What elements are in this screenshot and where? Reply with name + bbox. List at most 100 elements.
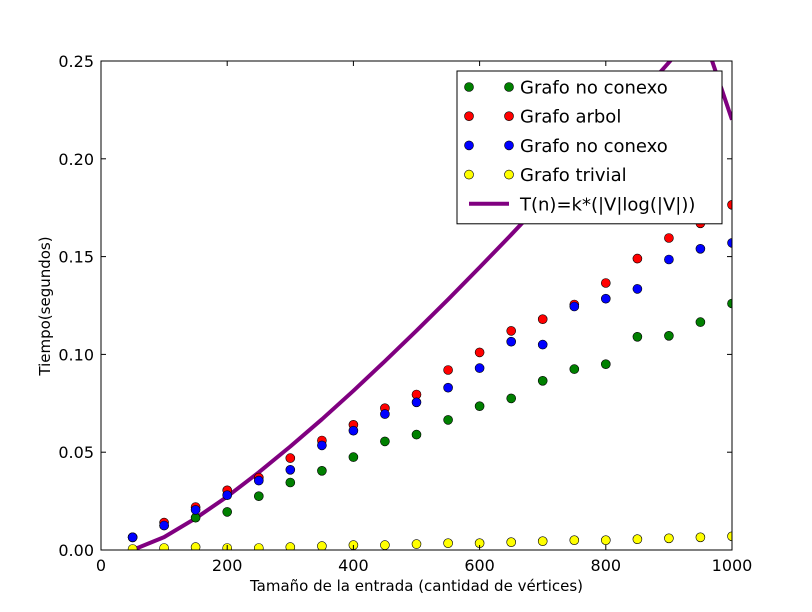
y-tick-label: 0.15: [58, 248, 94, 267]
data-point: [474, 401, 485, 412]
data-point: [664, 254, 674, 265]
legend-marker: [504, 111, 514, 121]
data-point: [411, 429, 422, 440]
legend-label: Grafo trivial: [520, 165, 627, 186]
y-axis-title: Tiempo(segundos): [36, 236, 54, 376]
data-point: [600, 293, 611, 304]
data-point: [664, 330, 674, 341]
data-point: [443, 538, 453, 549]
data-point: [285, 542, 296, 550]
legend-entry: Grafo trivial: [464, 165, 627, 186]
data-point: [506, 393, 517, 404]
x-tick-label: 200: [212, 556, 243, 575]
x-tick-label: 1000: [712, 556, 753, 575]
legend-entry: T(n)=k*(|V|log(|V|)): [469, 194, 695, 215]
legend-label: T(n)=k*(|V|log(|V|)): [519, 194, 695, 215]
data-point: [285, 453, 296, 463]
data-point: [537, 375, 548, 386]
y-tick-label: 0.00: [58, 541, 94, 560]
data-point: [411, 539, 422, 549]
data-point: [569, 364, 580, 374]
legend-label: Grafo no conexo: [520, 78, 668, 99]
x-tick-label: 400: [338, 556, 369, 575]
data-point: [253, 475, 264, 486]
data-point: [727, 531, 732, 542]
data-point: [285, 477, 296, 488]
data-point: [380, 436, 390, 447]
data-point: [443, 382, 453, 393]
data-point: [222, 490, 232, 501]
data-point: [127, 532, 138, 543]
data-point: [632, 534, 643, 545]
legend-entry: Grafo no conexo: [464, 136, 668, 157]
data-point: [254, 543, 264, 550]
series-3-markers: [127, 531, 732, 550]
x-axis-title: Tamaño de la entrada (cantidad de vértic…: [249, 577, 583, 595]
data-point: [222, 507, 232, 517]
legend-box: [456, 70, 723, 225]
tick-labels: 0 200 400 600 800 1000 0.00 0.05 0.10 0.15 0.20 0.2…: [58, 52, 752, 575]
legend-entry: Grafo no conexo: [464, 78, 668, 99]
legend-marker: [504, 82, 514, 92]
data-point: [443, 365, 453, 375]
series-1-markers: [127, 200, 732, 543]
data-point: [537, 339, 548, 350]
data-point: [506, 537, 517, 548]
x-tick-label: 800: [591, 556, 622, 575]
data-point: [190, 505, 201, 515]
plot-frame: [100, 60, 733, 551]
data-point: [664, 233, 674, 243]
data-point: [348, 452, 359, 462]
data-point: [285, 464, 296, 475]
data-point: [159, 543, 169, 550]
data-point: [727, 238, 732, 248]
data-point: [317, 541, 327, 550]
data-point: [727, 200, 732, 210]
data-point: [380, 540, 390, 550]
legend-label: Grafo arbol: [520, 107, 621, 128]
data-point: [632, 331, 643, 342]
data-point: [727, 298, 732, 309]
data-point: [600, 535, 611, 546]
data-point: [506, 336, 517, 347]
data-point: [537, 314, 548, 325]
data-point: [506, 326, 517, 336]
series-2-markers: [127, 238, 732, 543]
data-point: [159, 520, 169, 531]
data-point: [474, 363, 485, 373]
data-point: [569, 535, 580, 546]
data-point: [348, 425, 359, 436]
data-point: [664, 533, 674, 544]
legend-marker: [464, 82, 474, 92]
legend-label: Grafo no conexo: [520, 136, 668, 157]
data-point: [695, 244, 706, 254]
data-point: [537, 536, 548, 547]
x-tick-label: 600: [464, 556, 495, 575]
data-point: [253, 491, 264, 502]
legend: Grafo no conexo Grafo arbol Grafo no conex…: [456, 70, 723, 225]
legend-marker: [504, 140, 514, 151]
legend-marker: [464, 140, 474, 151]
data-point: [695, 317, 706, 327]
series-0-markers: [127, 298, 732, 543]
legend-marker: [464, 111, 474, 121]
data-point: [190, 542, 201, 550]
y-tick-label: 0.05: [58, 443, 94, 462]
y-tick-label: 0.10: [58, 345, 94, 364]
data-point: [695, 532, 706, 543]
data-point: [632, 284, 643, 294]
data-point: [474, 347, 485, 358]
data-point: [317, 465, 327, 476]
data-point: [443, 415, 453, 425]
x-tick-label: 0: [96, 556, 106, 575]
legend-marker: [504, 169, 514, 180]
data-point: [569, 301, 580, 312]
legend-marker: [464, 169, 474, 180]
y-tick-label: 0.20: [58, 150, 94, 169]
data-point: [600, 359, 611, 370]
data-point: [317, 440, 327, 451]
y-tick-label: 0.25: [58, 52, 94, 71]
tick-marks: [100, 60, 733, 551]
data-point: [411, 397, 422, 408]
